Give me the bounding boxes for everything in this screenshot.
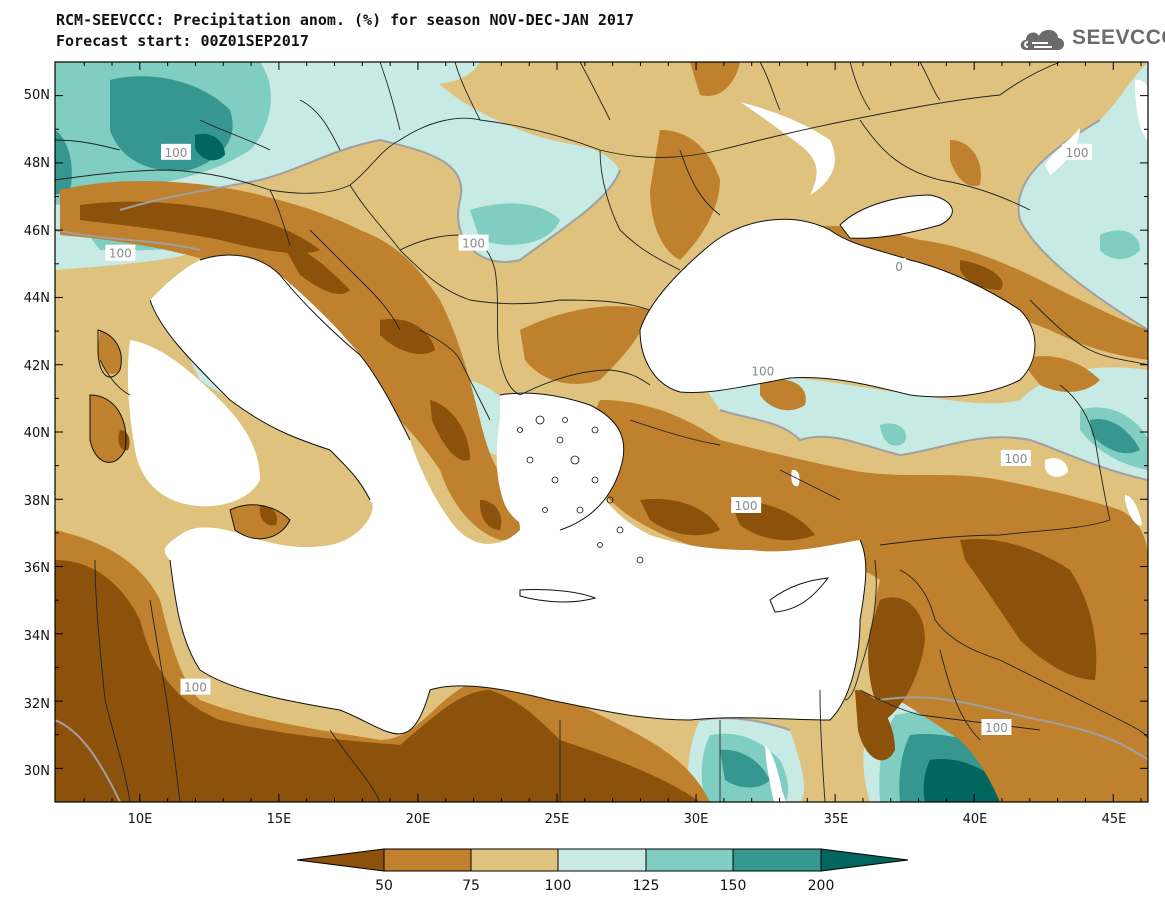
contour-label-bg xyxy=(105,244,136,261)
colorbar-segment-150-200 xyxy=(732,848,822,872)
country-borders xyxy=(55,62,1148,802)
contour-label: 100 xyxy=(1066,146,1089,160)
seevccc-logo: SEEVCCC xyxy=(1018,22,1165,56)
y-tick-label: 32N xyxy=(24,697,50,712)
x-tick-label: 25E xyxy=(545,812,570,827)
contour-label: 100 xyxy=(109,247,132,261)
y-tick-label: 34N xyxy=(24,629,50,644)
colorbar-label: 200 xyxy=(808,878,835,894)
colorbar-segment-50-75 xyxy=(383,848,472,872)
colorbar: 50 75 100 125 150 200 xyxy=(296,848,909,894)
cloud-icon xyxy=(1020,29,1064,50)
x-axis-labels: 10E 15E 20E 25E 30E 35E 40E 45E xyxy=(128,812,1127,827)
contour-label-bg xyxy=(747,362,778,379)
contour-label-bg xyxy=(892,258,907,275)
contour-label-bg xyxy=(731,497,762,513)
colorbar-label: 100 xyxy=(545,878,572,894)
colorbar-label: 125 xyxy=(633,878,660,894)
y-tick-label: 44N xyxy=(24,291,50,306)
colorbar-label: 150 xyxy=(720,878,747,894)
field-gt200 xyxy=(195,133,1010,802)
contour-lines xyxy=(55,119,1148,802)
y-tick-label: 30N xyxy=(24,764,50,779)
colorbar-segment-lt50 xyxy=(296,848,385,872)
y-tick-label: 42N xyxy=(24,359,50,374)
contour-label-bg xyxy=(1000,449,1031,466)
contour-label: 100 xyxy=(165,146,188,160)
x-tick-label: 35E xyxy=(824,812,849,827)
contour-label: 100 xyxy=(462,237,485,251)
y-tick-label: 50N xyxy=(24,88,50,103)
contour-label-bg xyxy=(180,678,211,695)
aegean-islands xyxy=(517,415,644,564)
coastlines xyxy=(89,194,1036,735)
axis-ticks xyxy=(55,62,1148,802)
contour-label-bg xyxy=(160,143,191,160)
sea-areas xyxy=(127,79,1148,802)
y-axis-labels: 50N 48N 46N 44N 42N 40N 38N 36N 34N 32N … xyxy=(24,88,50,779)
y-tick-label: 36N xyxy=(24,561,50,576)
contour-label: 100 xyxy=(985,721,1008,735)
colorbar-segment-100-125 xyxy=(557,848,647,872)
contour-label: 100 xyxy=(184,681,207,695)
x-tick-label: 20E xyxy=(406,812,431,827)
contour-label-bg xyxy=(981,719,1012,735)
map-field xyxy=(55,62,1148,802)
y-tick-label: 48N xyxy=(24,156,50,171)
y-tick-label: 38N xyxy=(24,494,50,509)
x-tick-label: 40E xyxy=(963,812,988,827)
x-tick-label: 45E xyxy=(1102,812,1127,827)
colorbar-segment-75-100 xyxy=(470,848,559,872)
colorbar-label: 75 xyxy=(462,878,480,894)
colorbar-label: 50 xyxy=(375,878,393,894)
contour-label: 0 xyxy=(895,260,903,274)
x-tick-label: 10E xyxy=(128,812,153,827)
y-tick-label: 46N xyxy=(24,224,50,239)
y-tick-label: 40N xyxy=(24,426,50,441)
colorbar-segment-125-150 xyxy=(645,848,734,872)
colorbar-segment-gt200 xyxy=(820,848,909,872)
contour-label-bg xyxy=(1062,143,1093,160)
contour-label: 100 xyxy=(751,364,774,378)
x-tick-label: 30E xyxy=(684,812,709,827)
chart-title-block: RCM-SEEVCCC: Precipitation anom. (%) for… xyxy=(56,10,634,52)
x-tick-label: 15E xyxy=(267,812,292,827)
contour-labels: 100 100 100 100 100 100 100 100 100 0 xyxy=(105,143,1093,735)
forecast-start: Forecast start: 00Z01SEP2017 xyxy=(56,32,309,50)
contour-label: 100 xyxy=(735,499,758,513)
contour-label-bg xyxy=(458,234,489,251)
logo-text: SEEVCCC xyxy=(1072,26,1165,49)
contour-label: 100 xyxy=(1004,452,1027,466)
chart-title: RCM-SEEVCCC: Precipitation anom. (%) for… xyxy=(56,11,634,29)
